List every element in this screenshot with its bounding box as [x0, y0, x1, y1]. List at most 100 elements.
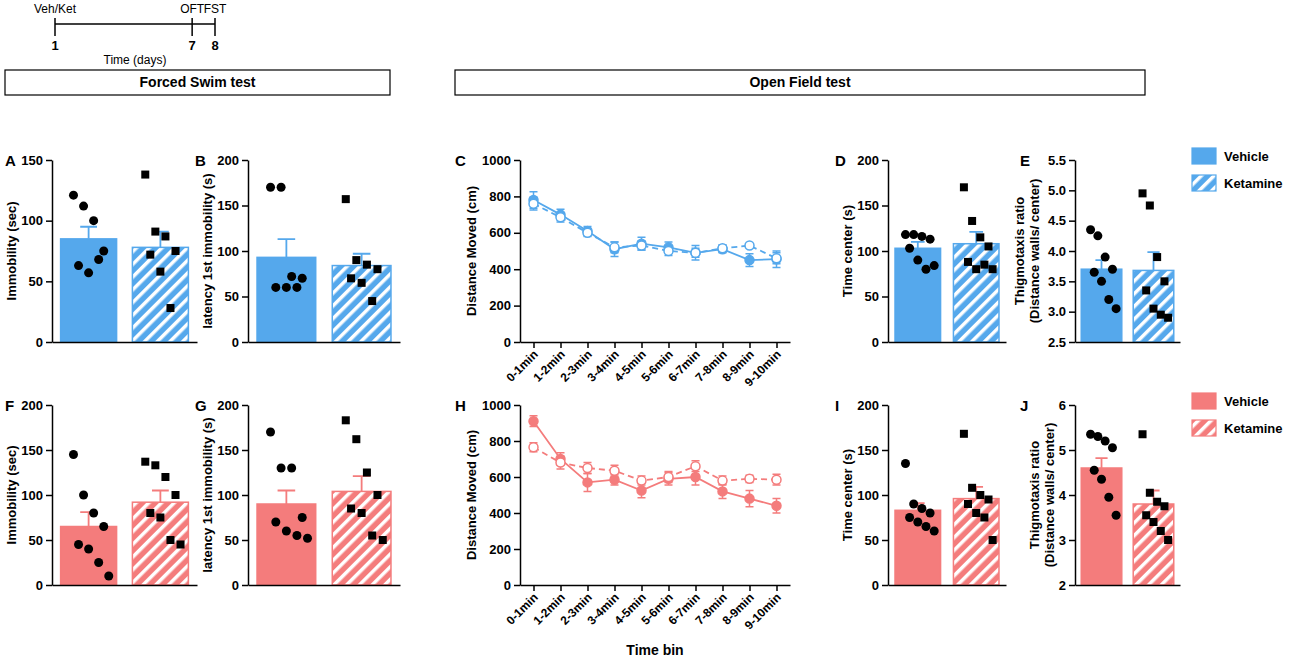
point	[94, 255, 103, 264]
y-tick-label: 0	[36, 578, 43, 593]
point	[772, 475, 781, 484]
header-text: Forced Swim test	[140, 74, 256, 90]
point	[146, 251, 154, 259]
point	[104, 572, 113, 581]
y-tick: 200	[489, 542, 520, 557]
point	[637, 486, 646, 495]
y-tick-mark	[1069, 495, 1075, 497]
timeline-event-label: OFT	[180, 2, 205, 16]
point	[368, 297, 376, 305]
y-tick-mark	[242, 251, 248, 253]
y-tick-label: 0	[872, 578, 879, 593]
y-tick-label: 200	[217, 153, 239, 168]
legend-swatch	[1192, 148, 1216, 164]
y-tick: 5.5	[1048, 153, 1075, 168]
point	[583, 464, 592, 473]
point	[529, 199, 538, 208]
x-tick-mark	[722, 342, 724, 348]
panel-letter: F	[5, 397, 14, 414]
point	[99, 247, 108, 256]
point	[1086, 225, 1095, 234]
y-axis: 050100150200	[217, 398, 248, 593]
error-bar	[557, 213, 565, 222]
y-tick-mark	[1069, 405, 1075, 407]
y-tick-label: 0	[232, 578, 239, 593]
point	[901, 459, 910, 468]
point	[74, 540, 83, 549]
y-tick-mark	[514, 405, 520, 407]
y-tick: 5	[1059, 443, 1075, 458]
y-axis: 02004006008001000	[482, 153, 520, 350]
point	[529, 417, 538, 426]
x-axis-line	[53, 585, 198, 587]
y-tick-mark	[242, 342, 248, 344]
timeline-tick	[54, 18, 56, 36]
y-tick: 100	[217, 488, 248, 503]
x-tick-mark	[614, 585, 616, 591]
y-tick: 50	[225, 533, 248, 548]
point	[156, 514, 164, 522]
bar	[257, 257, 316, 342]
y-tick: 200	[21, 398, 52, 413]
error-bar	[746, 254, 754, 267]
y-tick-mark	[1069, 160, 1075, 162]
y-tick: 3	[1059, 533, 1075, 548]
figure: 178Veh/KetOFTFSTTime (days)Forced Swim t…	[0, 0, 1300, 667]
y-tick-mark	[242, 540, 248, 542]
error-bar	[530, 443, 538, 452]
legend-label: Vehicle	[1224, 394, 1269, 409]
x-tick-mark	[776, 585, 778, 591]
y-tick-label: 100	[217, 488, 239, 503]
x-tick-mark	[668, 342, 670, 348]
point	[691, 248, 700, 257]
y-axis-title: Distance Moved (cm)	[464, 186, 479, 316]
bar	[953, 499, 999, 585]
timeline-xlabel: Time (days)	[104, 53, 167, 67]
y-tick-label: 2	[1059, 578, 1066, 593]
x-tick-mark	[695, 342, 697, 348]
bar	[132, 247, 188, 342]
x-axis-line	[889, 585, 1007, 587]
header-box	[455, 70, 1145, 95]
y-axis: 050100150200	[857, 153, 888, 350]
bar	[1081, 269, 1122, 342]
y-tick-label: 150	[21, 153, 43, 168]
y-tick-mark	[242, 495, 248, 497]
y-axis-title: latency 1st immobility (s)	[200, 417, 215, 572]
point	[161, 473, 169, 481]
y-axis-title: Time center (s)	[840, 205, 855, 297]
y-tick: 0	[504, 578, 520, 593]
point	[1112, 511, 1121, 520]
y-tick-mark	[1069, 311, 1075, 313]
y-tick-label: 100	[21, 488, 43, 503]
point	[166, 536, 174, 544]
y-tick-label: 200	[857, 398, 879, 413]
point	[373, 265, 381, 273]
y-tick-mark	[46, 220, 52, 222]
plot-area	[61, 450, 189, 585]
point	[287, 464, 296, 473]
y-tick-label: 400	[489, 262, 511, 277]
point	[718, 476, 727, 485]
y-tick-label: 50	[225, 289, 239, 304]
point	[964, 500, 972, 508]
y-tick-label: 100	[217, 244, 239, 259]
legend: VehicleKetamine	[1192, 393, 1283, 436]
error-bar	[665, 473, 673, 486]
error-bar	[692, 248, 700, 257]
y-tick-mark	[242, 405, 248, 407]
point	[287, 272, 296, 281]
timeline-line	[55, 23, 215, 25]
bar	[332, 266, 391, 342]
point	[373, 491, 381, 499]
point	[745, 494, 754, 503]
panel: G050100150200latency 1st immobility (s)	[195, 397, 401, 593]
y-tick: 50	[29, 274, 52, 289]
y-tick-mark	[514, 549, 520, 551]
point	[691, 248, 700, 257]
series-line	[534, 204, 777, 259]
y-tick: 200	[857, 398, 888, 413]
point	[1153, 253, 1161, 261]
x-tick: 9-10min	[742, 585, 784, 632]
error-bar	[638, 237, 646, 250]
